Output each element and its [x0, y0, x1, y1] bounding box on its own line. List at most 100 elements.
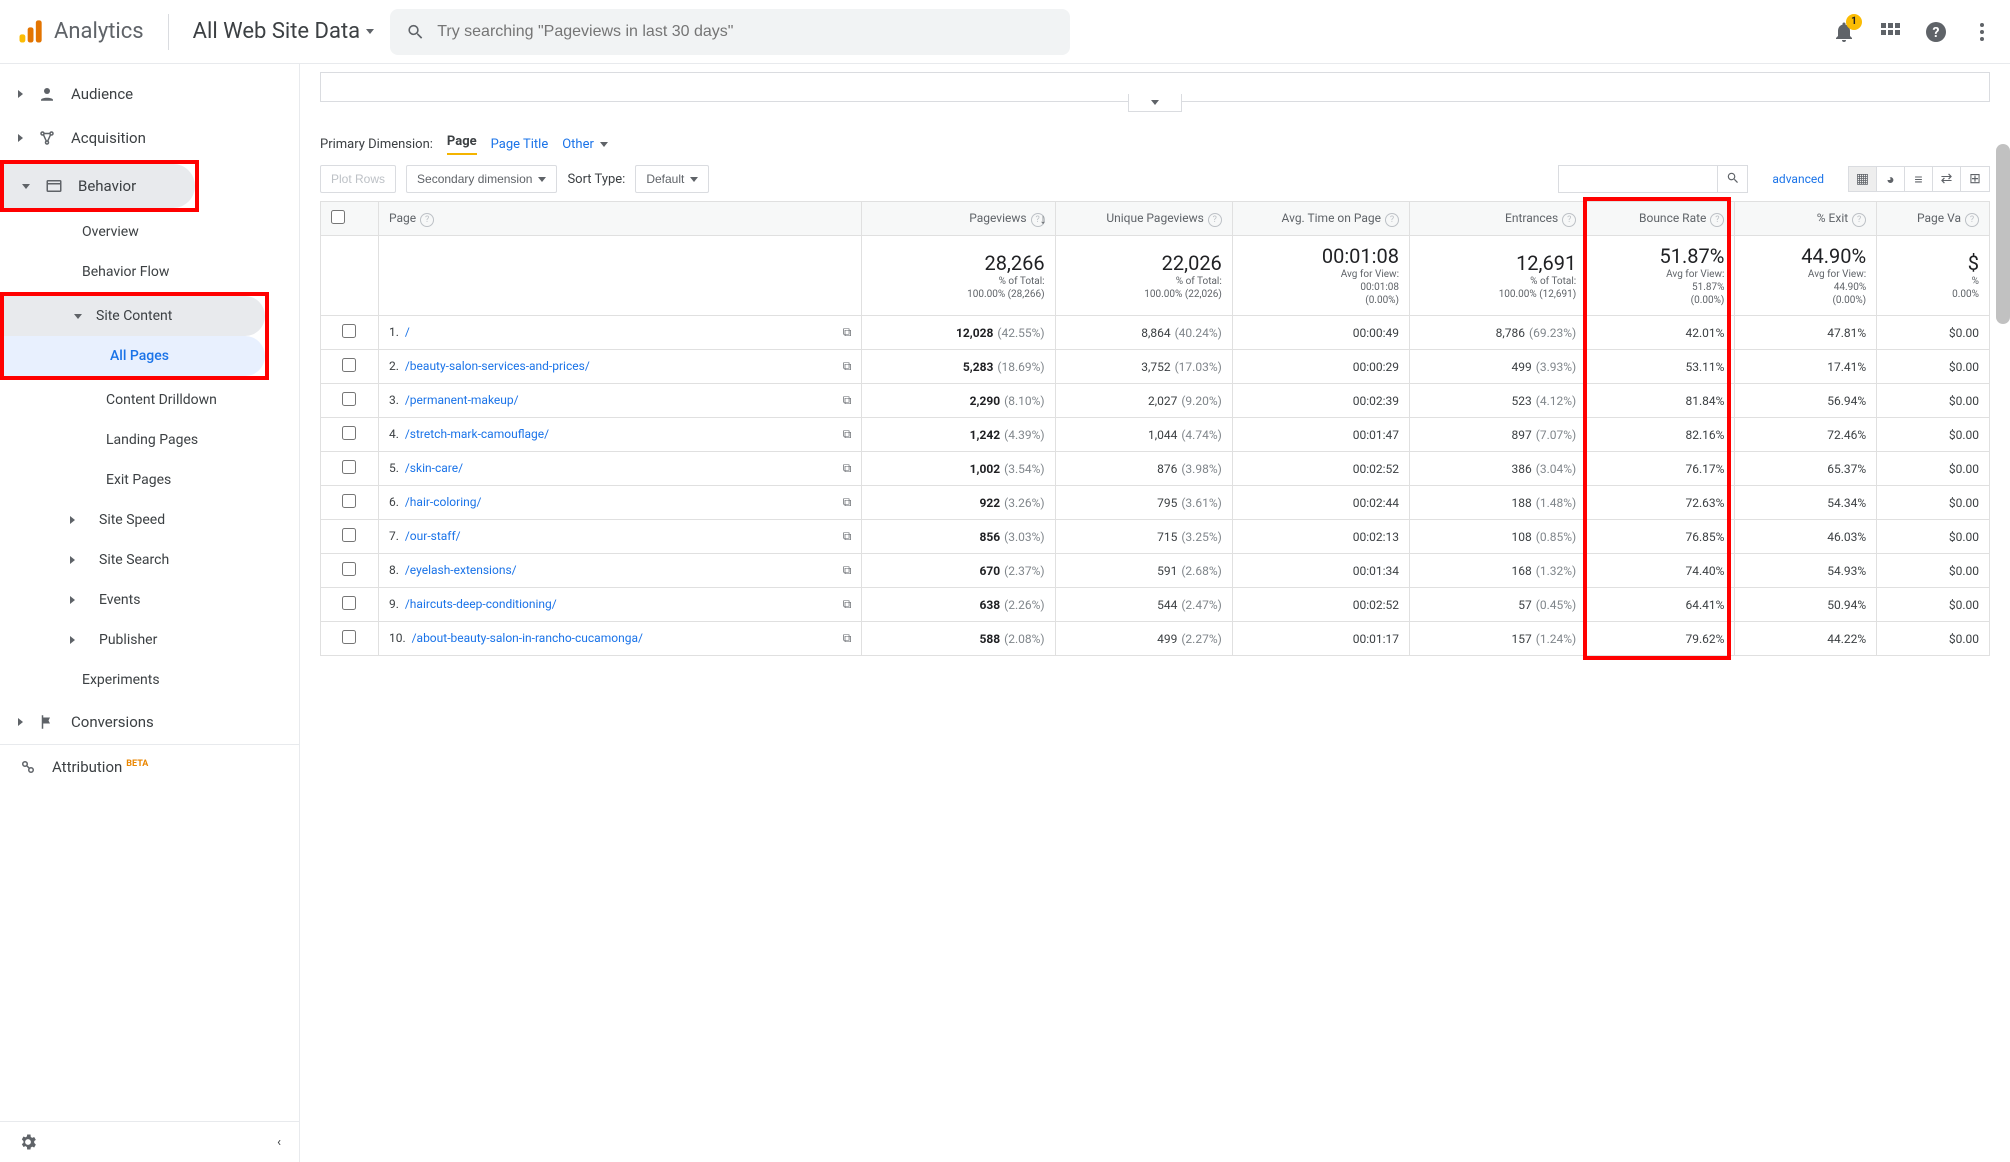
help-icon[interactable]: ?: [1710, 213, 1724, 227]
open-external-icon[interactable]: ⧉: [843, 597, 852, 612]
property-picker[interactable]: All Web Site Data: [193, 19, 374, 44]
gear-icon[interactable]: [18, 1132, 38, 1152]
help-icon[interactable]: ?: [420, 213, 434, 227]
open-external-icon[interactable]: ⧉: [843, 393, 852, 408]
view-pie-icon[interactable]: ◕: [1877, 167, 1905, 191]
cell-entrances: 157(1.24%): [1410, 622, 1587, 656]
cell-avgtime: 00:02:44: [1232, 486, 1409, 520]
col-avg-time[interactable]: Avg. Time on Page?: [1232, 202, 1409, 236]
help-button[interactable]: ?: [1924, 20, 1948, 44]
cell-entrances: 8,786(69.23%): [1410, 316, 1587, 350]
row-checkbox[interactable]: [342, 426, 356, 440]
help-icon[interactable]: ?: [1852, 213, 1866, 227]
row-checkbox[interactable]: [342, 562, 356, 576]
open-external-icon[interactable]: ⧉: [843, 359, 852, 374]
search-input[interactable]: [437, 23, 1054, 41]
row-checkbox[interactable]: [342, 528, 356, 542]
notifications-button[interactable]: 1: [1832, 20, 1856, 44]
nav-site-content[interactable]: Site Content: [4, 296, 265, 336]
page-link[interactable]: /eyelash-extensions/: [405, 563, 517, 577]
help-icon[interactable]: ?: [1208, 213, 1222, 227]
nav-behavior[interactable]: Behavior: [4, 164, 195, 208]
sort-type-button[interactable]: Default: [635, 165, 709, 193]
more-button[interactable]: [1970, 20, 1994, 44]
col-unique-pageviews[interactable]: Unique Pageviews?: [1055, 202, 1232, 236]
col-pageviews[interactable]: Pageviews?↓: [862, 202, 1055, 236]
secondary-dimension-button[interactable]: Secondary dimension: [406, 165, 557, 193]
cell-entrances: 168(1.32%): [1410, 554, 1587, 588]
page-link[interactable]: /hair-coloring/: [405, 495, 482, 509]
select-all-checkbox[interactable]: [331, 210, 345, 224]
row-checkbox[interactable]: [342, 358, 356, 372]
flag-icon: [37, 712, 57, 732]
open-external-icon[interactable]: ⧉: [843, 631, 852, 646]
page-link[interactable]: /beauty-salon-services-and-prices/: [405, 359, 590, 373]
nav-experiments[interactable]: Experiments: [0, 660, 299, 700]
table-search-button[interactable]: [1718, 165, 1748, 193]
table-search-input[interactable]: [1558, 165, 1718, 193]
collapse-sidebar-button[interactable]: ‹: [277, 1135, 281, 1150]
col-page[interactable]: Page?: [378, 202, 861, 236]
nav-audience[interactable]: Audience: [0, 72, 299, 116]
col-entrances[interactable]: Entrances?: [1410, 202, 1587, 236]
page-link[interactable]: /haircuts-deep-conditioning/: [405, 597, 557, 611]
cell-bounce: 76.85%: [1587, 520, 1735, 554]
nav-content-drilldown[interactable]: Content Drilldown: [0, 380, 299, 420]
page-link[interactable]: /stretch-mark-camouflage/: [405, 427, 549, 441]
col-bounce-rate[interactable]: Bounce Rate?: [1587, 202, 1735, 236]
page-link[interactable]: /about-beauty-salon-in-rancho-cucamonga/: [412, 631, 643, 645]
dimension-page[interactable]: Page: [447, 134, 477, 155]
advanced-link[interactable]: advanced: [1772, 172, 1824, 186]
plot-rows-button[interactable]: Plot Rows: [320, 165, 396, 193]
caret-right-icon: [70, 596, 75, 604]
row-checkbox[interactable]: [342, 324, 356, 338]
row-checkbox[interactable]: [342, 596, 356, 610]
page-link[interactable]: /permanent-makeup/: [405, 393, 519, 407]
nav-behavior-flow[interactable]: Behavior Flow: [0, 252, 299, 292]
view-pivot-icon[interactable]: ⊞: [1961, 167, 1989, 191]
dimension-page-title[interactable]: Page Title: [491, 137, 549, 152]
nav-publisher[interactable]: Publisher: [0, 620, 299, 660]
cell-exit: 17.41%: [1735, 350, 1877, 384]
cell-entrances: 188(1.48%): [1410, 486, 1587, 520]
nav-overview[interactable]: Overview: [0, 212, 299, 252]
open-external-icon[interactable]: ⧉: [843, 325, 852, 340]
nav-all-pages[interactable]: All Pages: [4, 336, 265, 376]
nav-site-speed[interactable]: Site Speed: [0, 500, 299, 540]
view-table-icon[interactable]: ▦: [1849, 167, 1877, 191]
open-external-icon[interactable]: ⧉: [843, 495, 852, 510]
col-pct-exit[interactable]: % Exit?: [1735, 202, 1877, 236]
open-external-icon[interactable]: ⧉: [843, 563, 852, 578]
cell-bounce: 64.41%: [1587, 588, 1735, 622]
page-link[interactable]: /our-staff/: [405, 529, 461, 543]
open-external-icon[interactable]: ⧉: [843, 529, 852, 544]
row-checkbox[interactable]: [342, 460, 356, 474]
view-bars-icon[interactable]: ≡: [1905, 167, 1933, 191]
help-icon[interactable]: ?: [1385, 213, 1399, 227]
open-external-icon[interactable]: ⧉: [843, 427, 852, 442]
open-external-icon[interactable]: ⧉: [843, 461, 852, 476]
nav-attribution[interactable]: AttributionBETA: [0, 744, 299, 789]
apps-button[interactable]: [1878, 20, 1902, 44]
page-link[interactable]: /skin-care/: [405, 461, 463, 475]
col-page-value[interactable]: Page Va?: [1877, 202, 1990, 236]
help-icon[interactable]: ?: [1562, 213, 1576, 227]
row-checkbox[interactable]: [342, 630, 356, 644]
page-link[interactable]: /: [405, 325, 410, 339]
nav-acquisition[interactable]: Acquisition: [0, 116, 299, 160]
help-icon[interactable]: ?: [1965, 213, 1979, 227]
nav-events[interactable]: Events: [0, 580, 299, 620]
scrollbar[interactable]: [1996, 144, 2010, 324]
row-checkbox[interactable]: [342, 494, 356, 508]
search-bar[interactable]: [390, 9, 1070, 55]
nav-exit-pages[interactable]: Exit Pages: [0, 460, 299, 500]
dimension-other[interactable]: Other: [562, 137, 608, 152]
nav-site-search[interactable]: Site Search: [0, 540, 299, 580]
cell-value: $0.00: [1877, 554, 1990, 588]
row-checkbox[interactable]: [342, 392, 356, 406]
nav-conversions[interactable]: Conversions: [0, 700, 299, 744]
summary-unique: 22,026% of Total:100.00% (22,026): [1055, 236, 1232, 316]
nav-landing-pages[interactable]: Landing Pages: [0, 420, 299, 460]
chart-collapse-button[interactable]: [1128, 94, 1182, 112]
view-comparison-icon[interactable]: ⇄: [1933, 167, 1961, 191]
